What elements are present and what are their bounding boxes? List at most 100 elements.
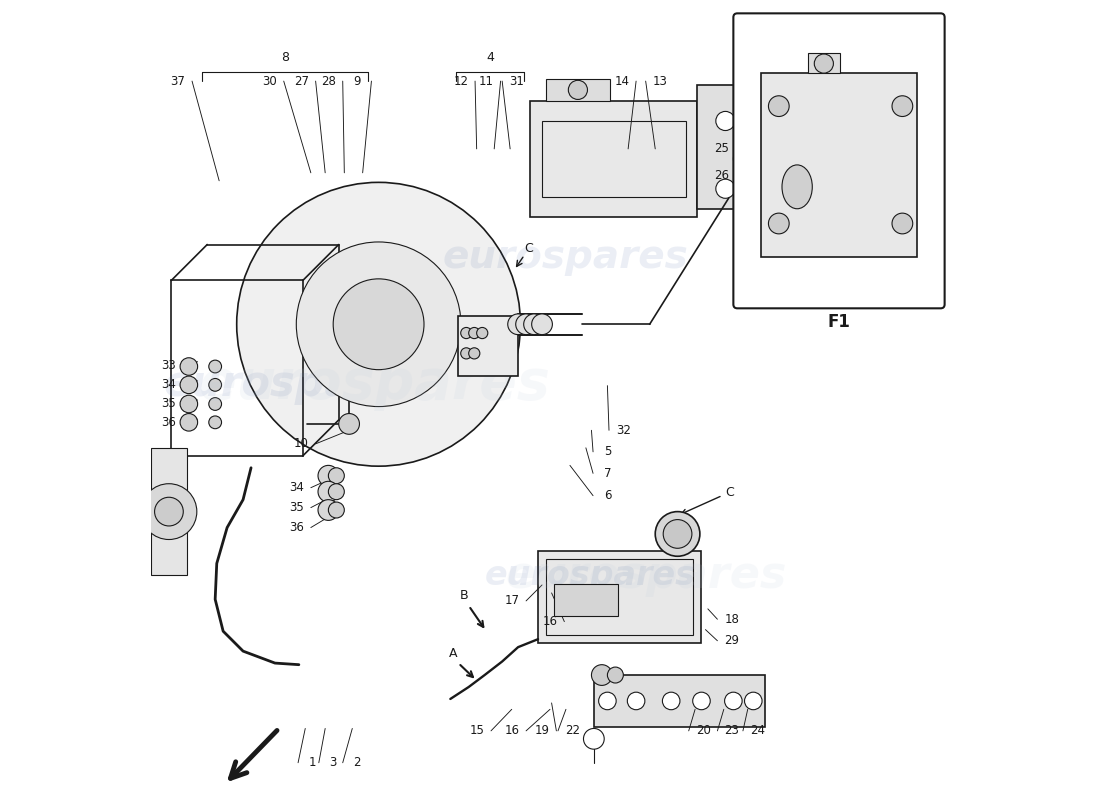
Text: 16: 16 (504, 724, 519, 738)
Circle shape (598, 692, 616, 710)
Text: 17: 17 (504, 594, 519, 607)
Circle shape (892, 213, 913, 234)
Circle shape (531, 314, 552, 334)
Circle shape (656, 512, 700, 556)
Circle shape (180, 414, 198, 431)
Text: 15: 15 (470, 724, 484, 738)
Bar (530, 101, 697, 217)
Text: 36: 36 (289, 521, 304, 534)
Text: 31: 31 (509, 74, 524, 88)
Text: 5: 5 (604, 446, 612, 458)
Text: 21: 21 (559, 594, 573, 607)
Circle shape (209, 416, 221, 429)
FancyBboxPatch shape (734, 14, 945, 308)
Circle shape (769, 213, 789, 234)
Text: 27: 27 (294, 74, 309, 88)
Circle shape (892, 96, 913, 117)
Circle shape (318, 466, 339, 486)
Text: 20: 20 (695, 724, 711, 738)
Text: 14: 14 (614, 74, 629, 88)
Circle shape (814, 54, 834, 73)
Text: 8: 8 (280, 50, 289, 64)
Text: 4: 4 (486, 50, 494, 64)
Bar (152, 448, 187, 575)
Bar (546, 78, 609, 101)
Circle shape (141, 484, 197, 539)
Text: eurospares: eurospares (484, 559, 695, 592)
Circle shape (693, 692, 711, 710)
Circle shape (329, 468, 344, 484)
Circle shape (329, 502, 344, 518)
Text: 6: 6 (604, 489, 612, 502)
Circle shape (524, 314, 544, 334)
Bar (538, 551, 702, 643)
Text: 33: 33 (162, 359, 176, 372)
Text: 24: 24 (750, 724, 764, 738)
Circle shape (236, 182, 520, 466)
Text: A: A (481, 346, 488, 356)
Circle shape (662, 692, 680, 710)
Text: 30: 30 (262, 74, 277, 88)
Circle shape (569, 80, 587, 99)
Text: 22: 22 (564, 724, 580, 738)
Bar (697, 85, 754, 209)
Circle shape (339, 414, 360, 434)
Text: 32: 32 (616, 424, 630, 437)
Circle shape (734, 151, 749, 167)
Circle shape (769, 96, 789, 117)
Text: 29: 29 (724, 634, 739, 647)
Text: C: C (682, 486, 734, 514)
Text: 25: 25 (715, 142, 729, 155)
Circle shape (663, 519, 692, 548)
Bar (459, 316, 518, 376)
Circle shape (592, 665, 613, 686)
Text: 18: 18 (724, 613, 739, 626)
Text: 12: 12 (453, 74, 469, 88)
Bar (761, 73, 916, 257)
Circle shape (716, 111, 735, 130)
Text: eurospares: eurospares (163, 363, 427, 405)
Text: 1: 1 (309, 756, 316, 770)
Circle shape (296, 242, 461, 406)
Circle shape (180, 376, 198, 394)
Circle shape (180, 358, 198, 375)
Ellipse shape (782, 165, 812, 209)
Text: 35: 35 (162, 397, 176, 410)
Circle shape (180, 395, 198, 413)
Circle shape (209, 378, 221, 391)
Circle shape (516, 314, 537, 334)
Circle shape (329, 484, 344, 500)
Text: 36: 36 (162, 416, 176, 429)
Text: B: B (488, 325, 496, 334)
Text: 28: 28 (321, 74, 336, 88)
Circle shape (209, 360, 221, 373)
Bar (594, 675, 766, 727)
Circle shape (461, 327, 472, 338)
Text: 16: 16 (542, 615, 558, 628)
Text: C: C (524, 242, 532, 255)
Text: 23: 23 (724, 724, 739, 738)
Text: 37: 37 (170, 74, 185, 88)
Circle shape (745, 692, 762, 710)
Circle shape (209, 398, 221, 410)
Text: 10: 10 (294, 438, 309, 450)
Bar (546, 559, 693, 635)
Circle shape (469, 327, 480, 338)
Circle shape (627, 692, 645, 710)
Text: 11: 11 (478, 74, 494, 88)
Circle shape (318, 500, 339, 520)
Text: 13: 13 (652, 74, 668, 88)
Circle shape (508, 314, 528, 334)
Text: 26: 26 (714, 169, 729, 182)
Text: 9: 9 (353, 74, 361, 88)
Bar (542, 121, 685, 197)
Circle shape (716, 179, 735, 198)
Text: eurospares: eurospares (505, 554, 786, 597)
Circle shape (725, 692, 742, 710)
Text: B: B (460, 589, 469, 602)
Circle shape (333, 279, 424, 370)
Circle shape (461, 348, 472, 359)
Circle shape (318, 482, 339, 502)
Circle shape (469, 348, 480, 359)
Text: 19: 19 (535, 724, 550, 738)
